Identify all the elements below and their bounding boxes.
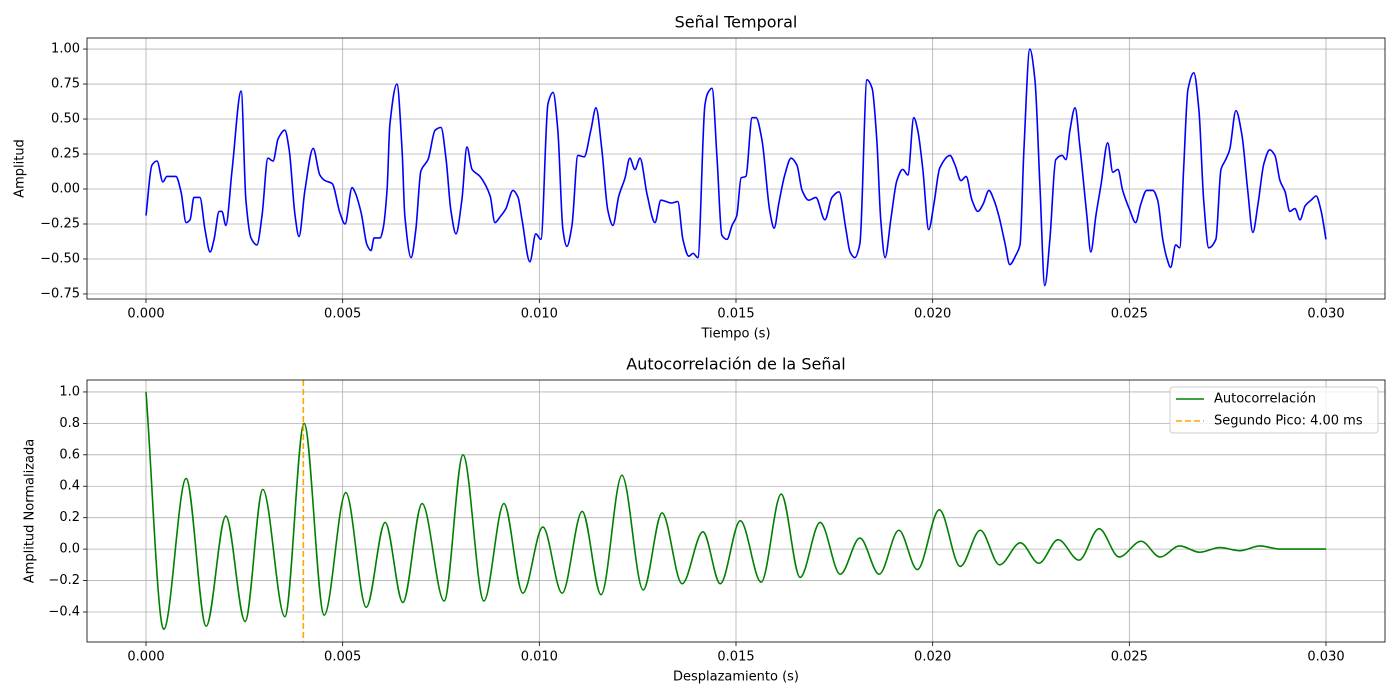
x-tick-label: 0.015 bbox=[717, 307, 754, 322]
x-tick-label: 0.005 bbox=[324, 307, 361, 322]
x-tick-label: 0.030 bbox=[1307, 307, 1344, 322]
y-tick-label: −0.4 bbox=[48, 604, 80, 619]
y-tick-label: −0.75 bbox=[40, 286, 80, 301]
y-tick-label: −0.2 bbox=[48, 573, 80, 588]
y-tick-label: 0.2 bbox=[59, 510, 80, 525]
y-tick-label: 0.50 bbox=[51, 112, 80, 127]
x-tick-label: 0.000 bbox=[127, 307, 164, 322]
y-tick-label: 0.00 bbox=[51, 182, 80, 197]
y-tick-label: 0.4 bbox=[59, 479, 80, 494]
axes-frame bbox=[86, 379, 1386, 643]
x-tick-label: 0.020 bbox=[914, 307, 951, 322]
plot-area bbox=[145, 380, 1326, 642]
series-line bbox=[145, 48, 1327, 287]
axes-frame bbox=[86, 37, 1386, 300]
y-axis-label: Amplitud bbox=[13, 139, 28, 198]
legend: Autocorrelación Segundo Pico: 4.00 ms bbox=[1169, 386, 1379, 434]
x-tick-label: 0.020 bbox=[914, 650, 951, 665]
x-tick-label: 0.000 bbox=[127, 650, 164, 665]
chart-title: Autocorrelación de la Señal bbox=[626, 355, 845, 374]
plot-area bbox=[145, 48, 1327, 287]
chart-title: Señal Temporal bbox=[675, 13, 798, 32]
x-tick-label: 0.010 bbox=[521, 307, 558, 322]
y-tick-label: 0.8 bbox=[59, 416, 80, 431]
y-axis-label: Amplitud Normalizada bbox=[23, 439, 38, 583]
subplot: Señal Temporal 0.000 0.005 0.010 0.015 0.020 0… bbox=[13, 13, 1386, 342]
legend-box bbox=[1169, 386, 1379, 434]
legend-label: Segundo Pico: 4.00 ms bbox=[1214, 414, 1363, 429]
x-tick-label: 0.025 bbox=[1111, 307, 1148, 322]
series-line bbox=[145, 391, 1326, 631]
x-tick-label: 0.005 bbox=[324, 650, 361, 665]
x-tick-label: 0.030 bbox=[1307, 650, 1344, 665]
y-tick-label: 0.75 bbox=[51, 77, 80, 92]
x-tick-label: 0.010 bbox=[521, 650, 558, 665]
x-tick-label: 0.015 bbox=[717, 650, 754, 665]
y-tick-label: −0.50 bbox=[40, 251, 80, 266]
x-tick-label: 0.025 bbox=[1111, 650, 1148, 665]
x-axis-label: Tiempo (s) bbox=[700, 327, 770, 342]
x-axis-label: Desplazamiento (s) bbox=[673, 670, 799, 685]
y-tick-label: −0.25 bbox=[40, 216, 80, 231]
y-tick-label: 1.0 bbox=[59, 384, 80, 399]
y-tick-label: 0.6 bbox=[59, 447, 80, 462]
y-tick-label: 0.0 bbox=[59, 542, 80, 557]
legend-label: Autocorrelación bbox=[1214, 392, 1316, 407]
y-tick-label: 0.25 bbox=[51, 147, 80, 162]
y-tick-label: 1.00 bbox=[51, 42, 80, 57]
subplot: Autocorrelación de la Señal 0.000 0.005 0.0… bbox=[23, 355, 1386, 685]
